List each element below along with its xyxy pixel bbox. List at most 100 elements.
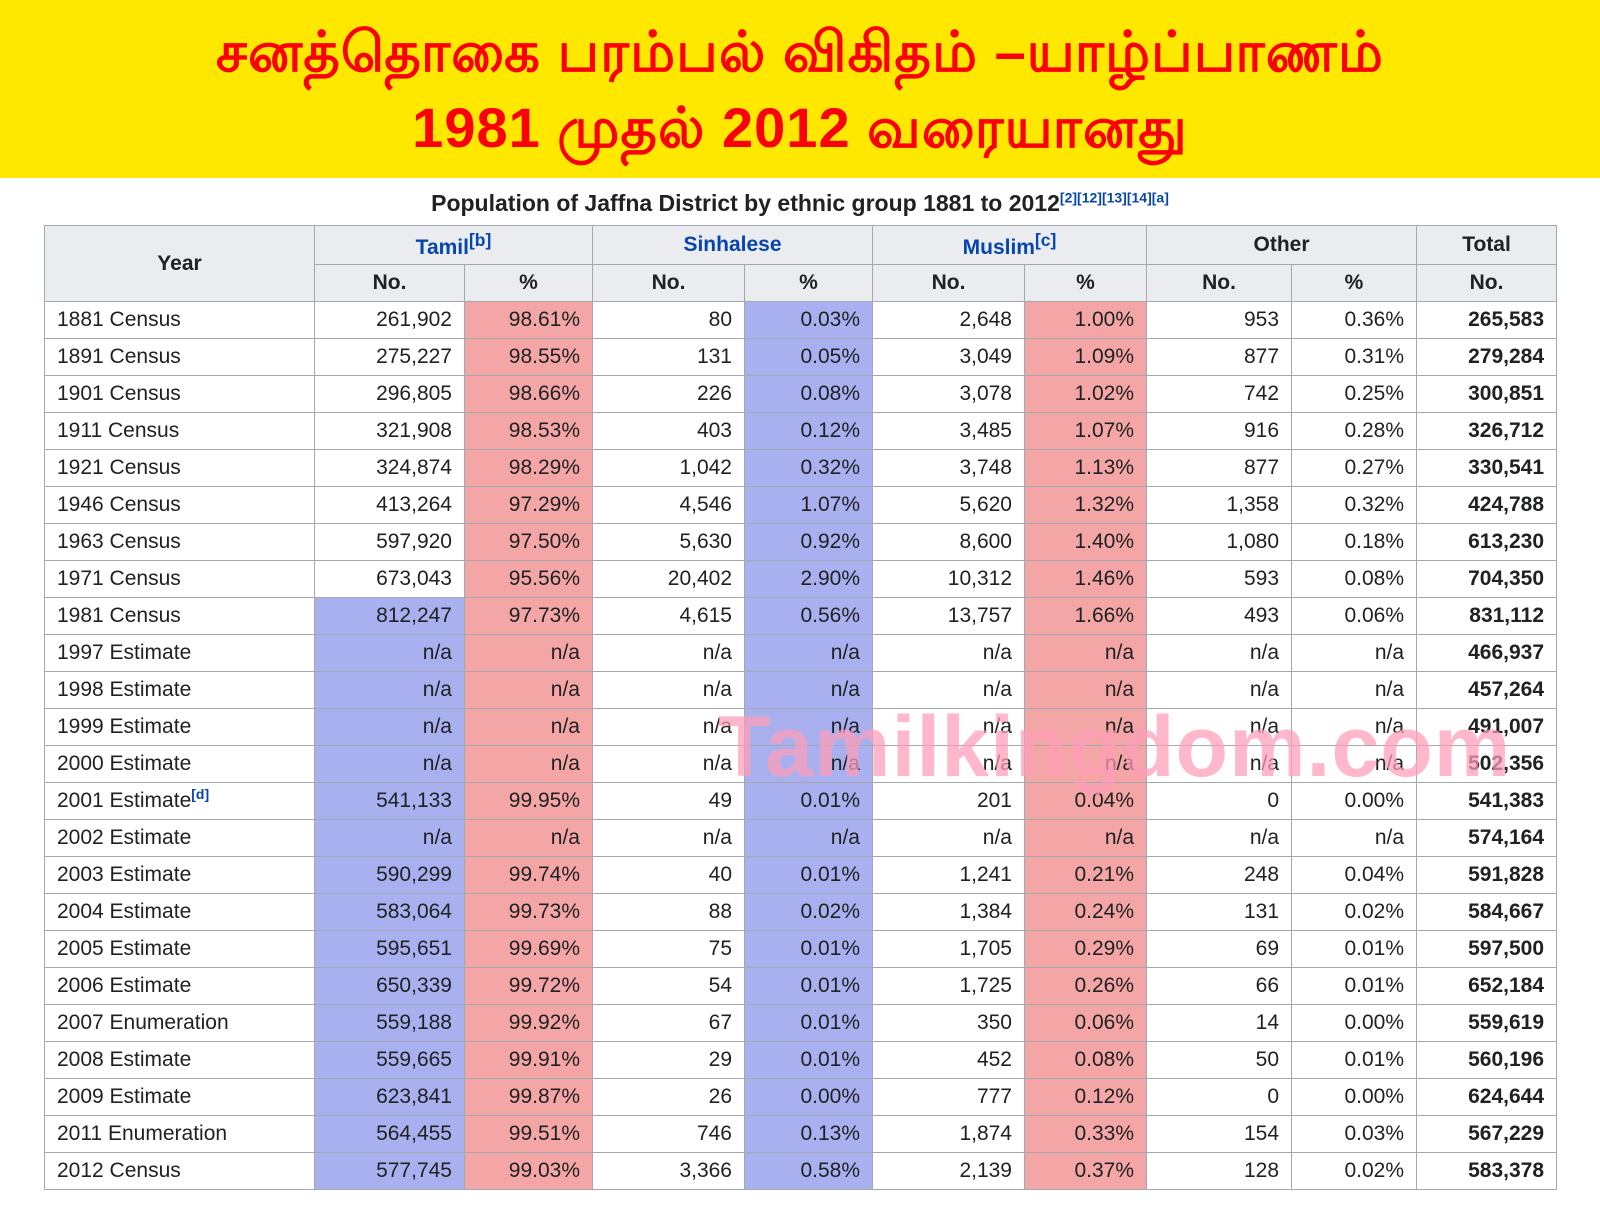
tamil-pct-cell: 99.69% <box>464 930 593 968</box>
muslim-no-cell: 1,241 <box>872 856 1025 894</box>
table-row: 2012 Census 577,745 99.03% 3,366 0.58% 2,139 0… <box>44 1152 1558 1190</box>
total-cell: 502,356 <box>1416 745 1558 783</box>
other-pct-cell: 0.03% <box>1291 1115 1418 1153</box>
sinhalese-pct-cell: n/a <box>744 819 873 857</box>
muslim-no-cell: 1,705 <box>872 930 1025 968</box>
tamil-no-cell: 541,133 <box>314 782 465 820</box>
tamil-no-cell: 324,874 <box>314 449 465 487</box>
muslim-pct-cell: 1.40% <box>1023 523 1148 561</box>
other-pct-cell: 0.00% <box>1291 782 1418 820</box>
other-group-header: Other <box>1146 225 1418 265</box>
tamil-no-cell: 261,902 <box>314 301 465 339</box>
total-no-header: No. <box>1416 264 1558 302</box>
muslim-link[interactable]: Muslim[c] <box>962 230 1057 259</box>
tamil-pct-cell: 97.29% <box>464 486 593 524</box>
muslim-pct-cell: 0.08% <box>1023 1041 1148 1079</box>
sinhalese-no-cell: 75 <box>592 930 745 968</box>
other-pct-cell: 0.02% <box>1291 893 1418 931</box>
muslim-pct-cell: 0.21% <box>1023 856 1148 894</box>
other-no-header: No. <box>1146 264 1293 302</box>
muslim-no-cell: n/a <box>872 819 1025 857</box>
sinhalese-link[interactable]: Sinhalese <box>683 233 782 256</box>
tamil-footnote-ref[interactable]: [b] <box>468 230 492 250</box>
muslim-pct-cell: n/a <box>1023 745 1148 783</box>
population-table: Year Tamil[b] Sinhalese Muslim[c] Other … <box>44 225 1558 1190</box>
tamil-pct-cell: 98.61% <box>464 301 593 339</box>
title-reference-links[interactable]: [2][12][13][14][a] <box>1060 189 1169 205</box>
year-cell: 2012 Census <box>44 1152 315 1190</box>
tamil-pct-cell: n/a <box>464 634 593 672</box>
sinhalese-pct-cell: 0.00% <box>744 1078 873 1116</box>
muslim-pct-cell: 0.04% <box>1023 782 1148 820</box>
title-ref[interactable]: [a] <box>1151 189 1169 206</box>
other-no-cell: 248 <box>1146 856 1293 894</box>
tamil-no-cell: 564,455 <box>314 1115 465 1153</box>
other-pct-cell: 0.25% <box>1291 375 1418 413</box>
other-pct-cell: 0.28% <box>1291 412 1418 450</box>
muslim-no-cell: 8,600 <box>872 523 1025 561</box>
tamil-pct-cell: 99.91% <box>464 1041 593 1079</box>
year-cell: 1981 Census <box>44 597 315 635</box>
year-cell: 1901 Census <box>44 375 315 413</box>
other-pct-cell: n/a <box>1291 708 1418 746</box>
sinhalese-no-cell: 746 <box>592 1115 745 1153</box>
title-ref[interactable]: [12] <box>1077 189 1102 206</box>
sinhalese-pct-cell: n/a <box>744 634 873 672</box>
sinhalese-no-cell: n/a <box>592 634 745 672</box>
title-ref[interactable]: [13] <box>1101 189 1127 206</box>
sinhalese-no-cell: n/a <box>592 745 745 783</box>
muslim-footnote-ref[interactable]: [c] <box>1034 230 1057 250</box>
other-no-cell: n/a <box>1146 819 1293 857</box>
other-no-cell: 131 <box>1146 893 1293 931</box>
tamil-no-cell: 413,264 <box>314 486 465 524</box>
total-cell: 584,667 <box>1416 893 1558 931</box>
tamil-no-cell: 321,908 <box>314 412 465 450</box>
other-no-cell: 50 <box>1146 1041 1293 1079</box>
total-cell: 597,500 <box>1416 930 1558 968</box>
tamil-no-cell: 595,651 <box>314 930 465 968</box>
other-pct-cell: n/a <box>1291 745 1418 783</box>
other-no-cell: 877 <box>1146 449 1293 487</box>
muslim-no-cell: 2,139 <box>872 1152 1025 1190</box>
sinhalese-no-cell: 4,546 <box>592 486 745 524</box>
tamil-no-cell: 597,920 <box>314 523 465 561</box>
table-row: 1981 Census 812,247 97.73% 4,615 0.56% 13,757… <box>44 597 1558 635</box>
table-section: Population of Jaffna District by ethnic … <box>44 189 1558 1190</box>
sinhalese-no-cell: 5,630 <box>592 523 745 561</box>
other-pct-cell: n/a <box>1291 634 1418 672</box>
table-title-text: Population of Jaffna District by ethnic … <box>431 190 1060 216</box>
tamil-no-cell: n/a <box>314 819 465 857</box>
sinhalese-pct-cell: 1.07% <box>744 486 873 524</box>
sinhalese-group-header: Sinhalese <box>592 225 873 265</box>
muslim-no-cell: 3,748 <box>872 449 1025 487</box>
tamil-pct-cell: 99.74% <box>464 856 593 894</box>
muslim-no-cell: 3,485 <box>872 412 1025 450</box>
sinhalese-pct-cell: 0.58% <box>744 1152 873 1190</box>
sinhalese-no-cell: 131 <box>592 338 745 376</box>
sinhalese-pct-cell: 0.08% <box>744 375 873 413</box>
other-pct-cell: 0.01% <box>1291 930 1418 968</box>
year-cell: 2003 Estimate <box>44 856 315 894</box>
tamil-no-cell: 673,043 <box>314 560 465 598</box>
sinhalese-pct-cell: 0.92% <box>744 523 873 561</box>
other-no-cell: 0 <box>1146 1078 1293 1116</box>
muslim-no-cell: n/a <box>872 671 1025 709</box>
other-no-cell: 953 <box>1146 301 1293 339</box>
muslim-no-cell: n/a <box>872 745 1025 783</box>
sinhalese-no-cell: 88 <box>592 893 745 931</box>
other-no-cell: 69 <box>1146 930 1293 968</box>
other-no-cell: 128 <box>1146 1152 1293 1190</box>
total-cell: 541,383 <box>1416 782 1558 820</box>
muslim-pct-cell: 1.13% <box>1023 449 1148 487</box>
title-ref[interactable]: [2] <box>1059 189 1078 206</box>
tamil-pct-cell: 97.50% <box>464 523 593 561</box>
muslim-no-cell: 3,049 <box>872 338 1025 376</box>
muslim-pct-cell: 0.24% <box>1023 893 1148 931</box>
muslim-pct-cell: 0.26% <box>1023 967 1148 1005</box>
sinhalese-pct-cell: 0.01% <box>744 1004 873 1042</box>
footnote-ref[interactable]: [d] <box>191 786 210 802</box>
other-no-cell: 1,358 <box>1146 486 1293 524</box>
tamil-link[interactable]: Tamil[b] <box>415 230 492 259</box>
title-ref[interactable]: [14] <box>1126 189 1152 206</box>
muslim-no-cell: n/a <box>872 708 1025 746</box>
